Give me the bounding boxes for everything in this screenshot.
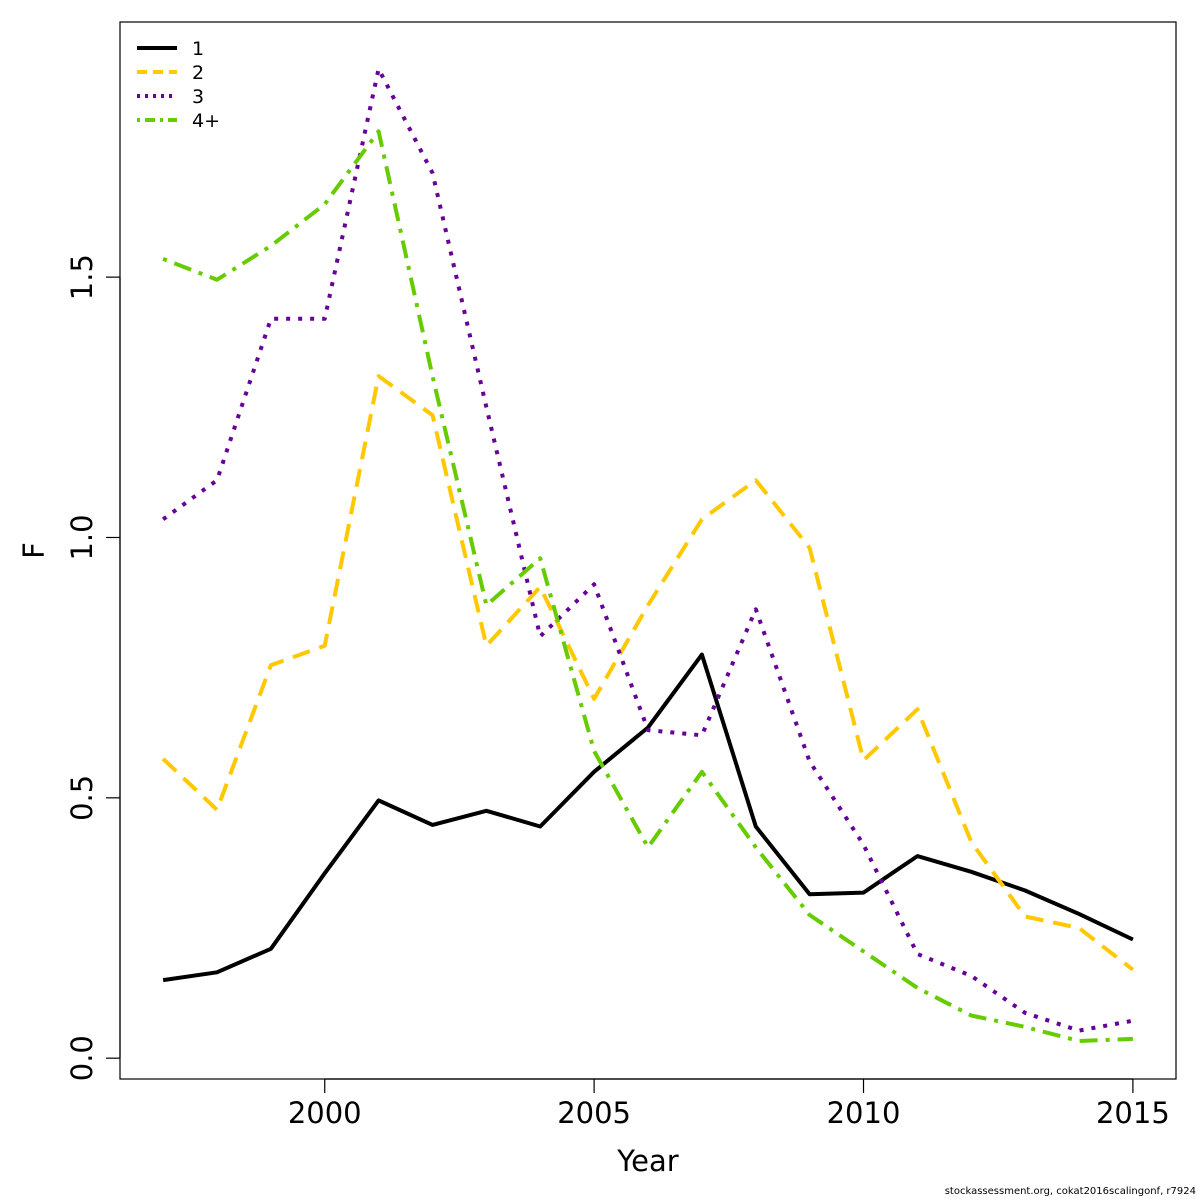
- legend-label: 2: [192, 62, 204, 84]
- y-tick-label: 1.0: [65, 514, 99, 560]
- series-line-1: [162, 652, 1134, 983]
- series-line-2: [161, 374, 1135, 972]
- series-layer: [161, 66, 1135, 1043]
- x-tick-label: 2015: [1096, 1096, 1170, 1130]
- legend-label: 4+: [192, 110, 220, 132]
- y-tick-label: 1.5: [65, 254, 99, 300]
- x-tick-label: 2000: [288, 1096, 362, 1130]
- series-line-4plus: [162, 129, 1133, 1043]
- series-line-3: [161, 66, 1134, 1033]
- x-axis-label: Year: [616, 1144, 678, 1178]
- legend-label: 1: [192, 38, 204, 60]
- y-axis-label: F: [17, 542, 51, 559]
- y-tick-label: 0.5: [65, 775, 99, 821]
- x-axis: 2000 2005 2010 2015: [288, 1078, 1170, 1130]
- legend-label: 3: [192, 86, 204, 108]
- y-axis: 0.0 0.5 1.0 1.5: [65, 254, 121, 1081]
- credit-text: stockassessment.org, cokat2016scalingonf…: [944, 1186, 1196, 1197]
- x-tick-label: 2010: [827, 1096, 901, 1130]
- x-tick-label: 2005: [557, 1096, 631, 1130]
- y-tick-label: 0.0: [65, 1035, 99, 1081]
